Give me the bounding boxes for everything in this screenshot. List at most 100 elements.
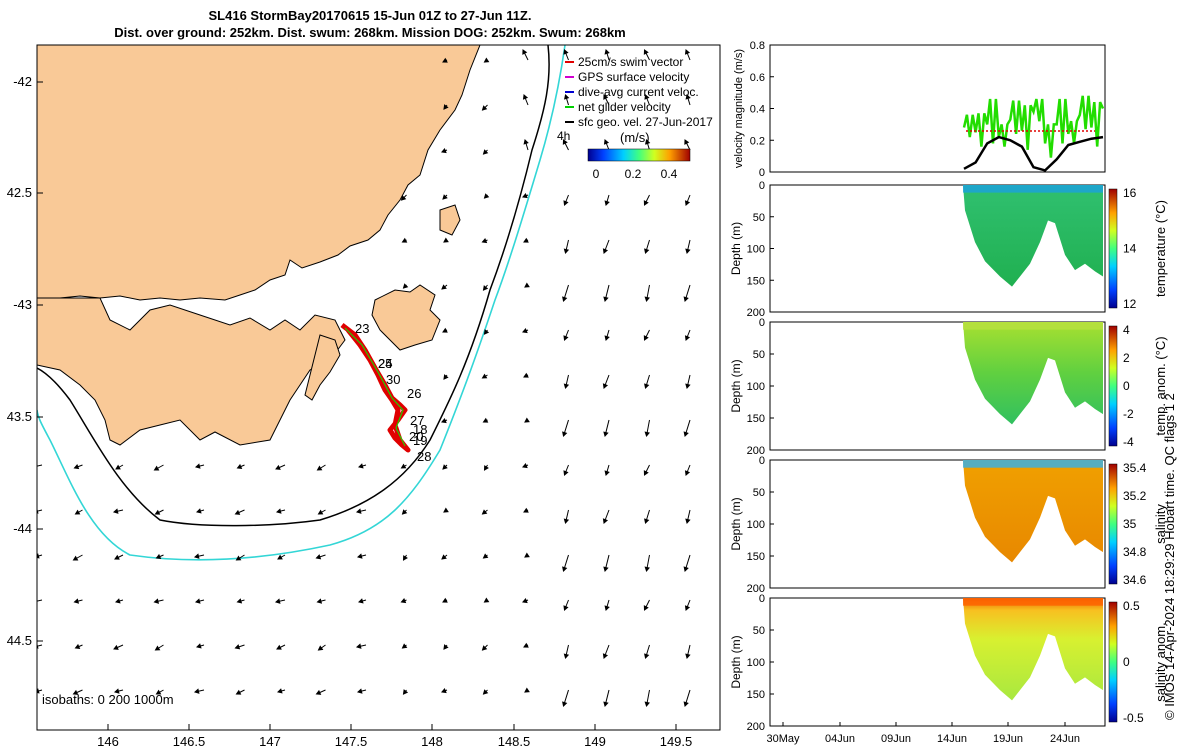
current-arrow	[317, 509, 326, 515]
footer-copyright: © IMOS 14-Apr-2024 18:29:29 Hobart time.…	[1162, 393, 1177, 720]
temp_anom-colorbar-label: temp. anom. (°C)	[1153, 336, 1168, 435]
current-arrow	[523, 139, 529, 151]
glider-track-net	[344, 327, 406, 447]
track-day-label: 24	[378, 356, 392, 371]
temp_anom-depth-tick: 0	[759, 317, 765, 329]
current-arrow	[604, 464, 610, 476]
current-arrow	[194, 463, 205, 469]
sal_anom-colorbar-tick: 0	[1123, 655, 1130, 669]
temp_anom-depth-tick: 50	[753, 349, 765, 361]
current-arrow	[401, 509, 408, 515]
current-arrow	[683, 689, 691, 707]
current-arrow	[355, 508, 367, 514]
temp_anom-colorbar-tick: -4	[1123, 435, 1134, 449]
land-bruny-island	[304, 334, 341, 401]
velocity-ytick: 0.6	[750, 72, 765, 84]
current-arrow	[522, 597, 529, 604]
isobath-200m	[37, 45, 550, 527]
current-arrow	[481, 373, 488, 379]
current-arrow	[441, 284, 448, 290]
current-arrow	[236, 463, 245, 469]
current-arrow	[602, 644, 610, 659]
current-arrow	[277, 554, 286, 560]
current-arrow	[562, 284, 569, 302]
lat-tick-label: -44	[13, 521, 32, 536]
current-arrow	[603, 284, 610, 303]
sal_anom-colorbar-tick: 0.5	[1123, 599, 1140, 613]
current-arrow	[402, 283, 409, 289]
track-day-label: 20	[409, 429, 423, 444]
velocity-panel-frame	[769, 44, 1106, 173]
current-arrow	[684, 49, 691, 61]
current-arrow	[683, 554, 691, 572]
current-arrow	[604, 194, 610, 206]
current-arrow	[685, 509, 691, 525]
current-arrow	[522, 327, 529, 334]
current-arrow	[482, 553, 489, 559]
current-arrow	[524, 282, 530, 288]
current-arrow	[603, 139, 610, 151]
temp_anom-surface-layer	[963, 322, 1103, 330]
current-arrow	[400, 463, 407, 469]
current-arrow	[685, 374, 691, 390]
current-arrow	[153, 598, 164, 604]
temp_anom-depth-tick: 100	[747, 381, 765, 393]
current-arrow	[114, 554, 124, 560]
current-arrow	[522, 94, 529, 106]
current-arrow	[643, 194, 650, 206]
temp_anom-colorbar-tick: 2	[1123, 351, 1130, 365]
lat-tick-label: -42	[13, 74, 32, 89]
current-arrow	[727, 465, 731, 475]
sal_anom-depth-tick: 150	[747, 689, 765, 701]
current-arrow	[604, 329, 610, 341]
current-arrow	[482, 689, 489, 695]
salinity-colorbar-label: salinity	[1153, 504, 1168, 544]
salinity-colorbar-tick: 34.8	[1123, 545, 1147, 559]
lon-tick-label: 147	[259, 734, 281, 749]
velocity-ytick: 0	[759, 167, 765, 179]
isobaths-label: isobaths: 0 200 1000m	[42, 692, 174, 707]
track-day-label: 25	[378, 356, 392, 371]
salinity-colorbar-tick: 35.4	[1123, 461, 1147, 475]
current-arrow	[563, 644, 570, 660]
current-arrow	[274, 598, 286, 604]
current-arrow	[402, 689, 409, 695]
current-arrow	[643, 329, 650, 341]
current-arrow	[234, 509, 245, 515]
velocity-ylabel: velocity magnitude (m/s)	[733, 49, 745, 168]
current-arrow	[357, 598, 367, 604]
current-arrow	[356, 688, 367, 694]
current-arrow	[684, 194, 691, 206]
colorbar-label: (m/s)	[620, 130, 650, 145]
current-arrow	[564, 94, 570, 106]
temp_anom-depth-tick: 200	[747, 445, 765, 457]
current-arrow	[356, 553, 367, 559]
current-arrow	[72, 554, 83, 561]
current-vector-field	[37, 49, 731, 708]
current-arrow	[727, 195, 731, 205]
current-arrow	[563, 599, 569, 611]
current-arrow	[562, 419, 569, 437]
temp_anom-depth-tick: 150	[747, 413, 765, 425]
salinity-depth-tick: 0	[759, 455, 765, 467]
lon-tick-label: 146.5	[173, 734, 206, 749]
legend-item-label: dive-avg current veloc.	[578, 85, 699, 99]
sal_anom-surface-layer	[963, 598, 1103, 606]
current-arrow	[72, 689, 83, 695]
colorbar-tick: 0.2	[625, 167, 642, 181]
current-arrow	[563, 329, 569, 341]
net-glider-velocity-line	[962, 95, 1105, 158]
current-arrow	[482, 284, 489, 291]
temp_anom-colorbar-tick: -2	[1123, 407, 1134, 421]
current-arrow	[522, 192, 529, 199]
current-arrow	[195, 508, 205, 514]
sal_anom-depth-tick: 100	[747, 657, 765, 669]
current-arrow	[483, 329, 490, 335]
current-arrow	[155, 689, 164, 695]
current-arrow	[193, 688, 205, 694]
colorbar-tick: 0.4	[661, 167, 678, 181]
current-arrow	[563, 464, 569, 476]
current-arrow	[725, 555, 730, 571]
